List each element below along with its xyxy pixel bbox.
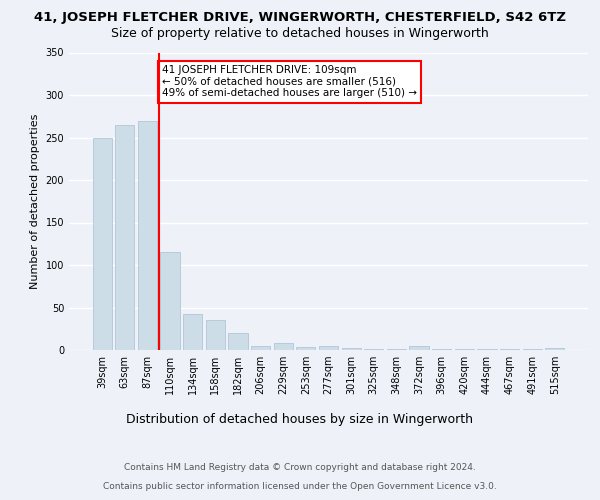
- Bar: [251, 346, 270, 350]
- Y-axis label: Number of detached properties: Number of detached properties: [30, 114, 40, 289]
- Text: 41 JOSEPH FLETCHER DRIVE: 109sqm
← 50% of detached houses are smaller (516)
49% : 41 JOSEPH FLETCHER DRIVE: 109sqm ← 50% o…: [162, 65, 417, 98]
- Bar: [432, 349, 451, 350]
- Bar: [92, 138, 112, 350]
- Bar: [341, 348, 361, 350]
- Bar: [455, 349, 474, 350]
- Text: Distribution of detached houses by size in Wingerworth: Distribution of detached houses by size …: [127, 412, 473, 426]
- Bar: [138, 120, 157, 350]
- Text: Contains public sector information licensed under the Open Government Licence v3: Contains public sector information licen…: [103, 482, 497, 491]
- Bar: [274, 343, 293, 350]
- Bar: [364, 349, 383, 350]
- Bar: [296, 348, 316, 350]
- Bar: [523, 349, 542, 350]
- Bar: [160, 252, 180, 350]
- Bar: [477, 349, 497, 350]
- Bar: [387, 349, 406, 350]
- Bar: [183, 314, 202, 350]
- Bar: [500, 349, 519, 350]
- Bar: [545, 348, 565, 350]
- Text: 41, JOSEPH FLETCHER DRIVE, WINGERWORTH, CHESTERFIELD, S42 6TZ: 41, JOSEPH FLETCHER DRIVE, WINGERWORTH, …: [34, 11, 566, 24]
- Text: Size of property relative to detached houses in Wingerworth: Size of property relative to detached ho…: [111, 28, 489, 40]
- Text: Contains HM Land Registry data © Crown copyright and database right 2024.: Contains HM Land Registry data © Crown c…: [124, 464, 476, 472]
- Bar: [319, 346, 338, 350]
- Bar: [206, 320, 225, 350]
- Bar: [115, 124, 134, 350]
- Bar: [409, 346, 428, 350]
- Bar: [229, 333, 248, 350]
